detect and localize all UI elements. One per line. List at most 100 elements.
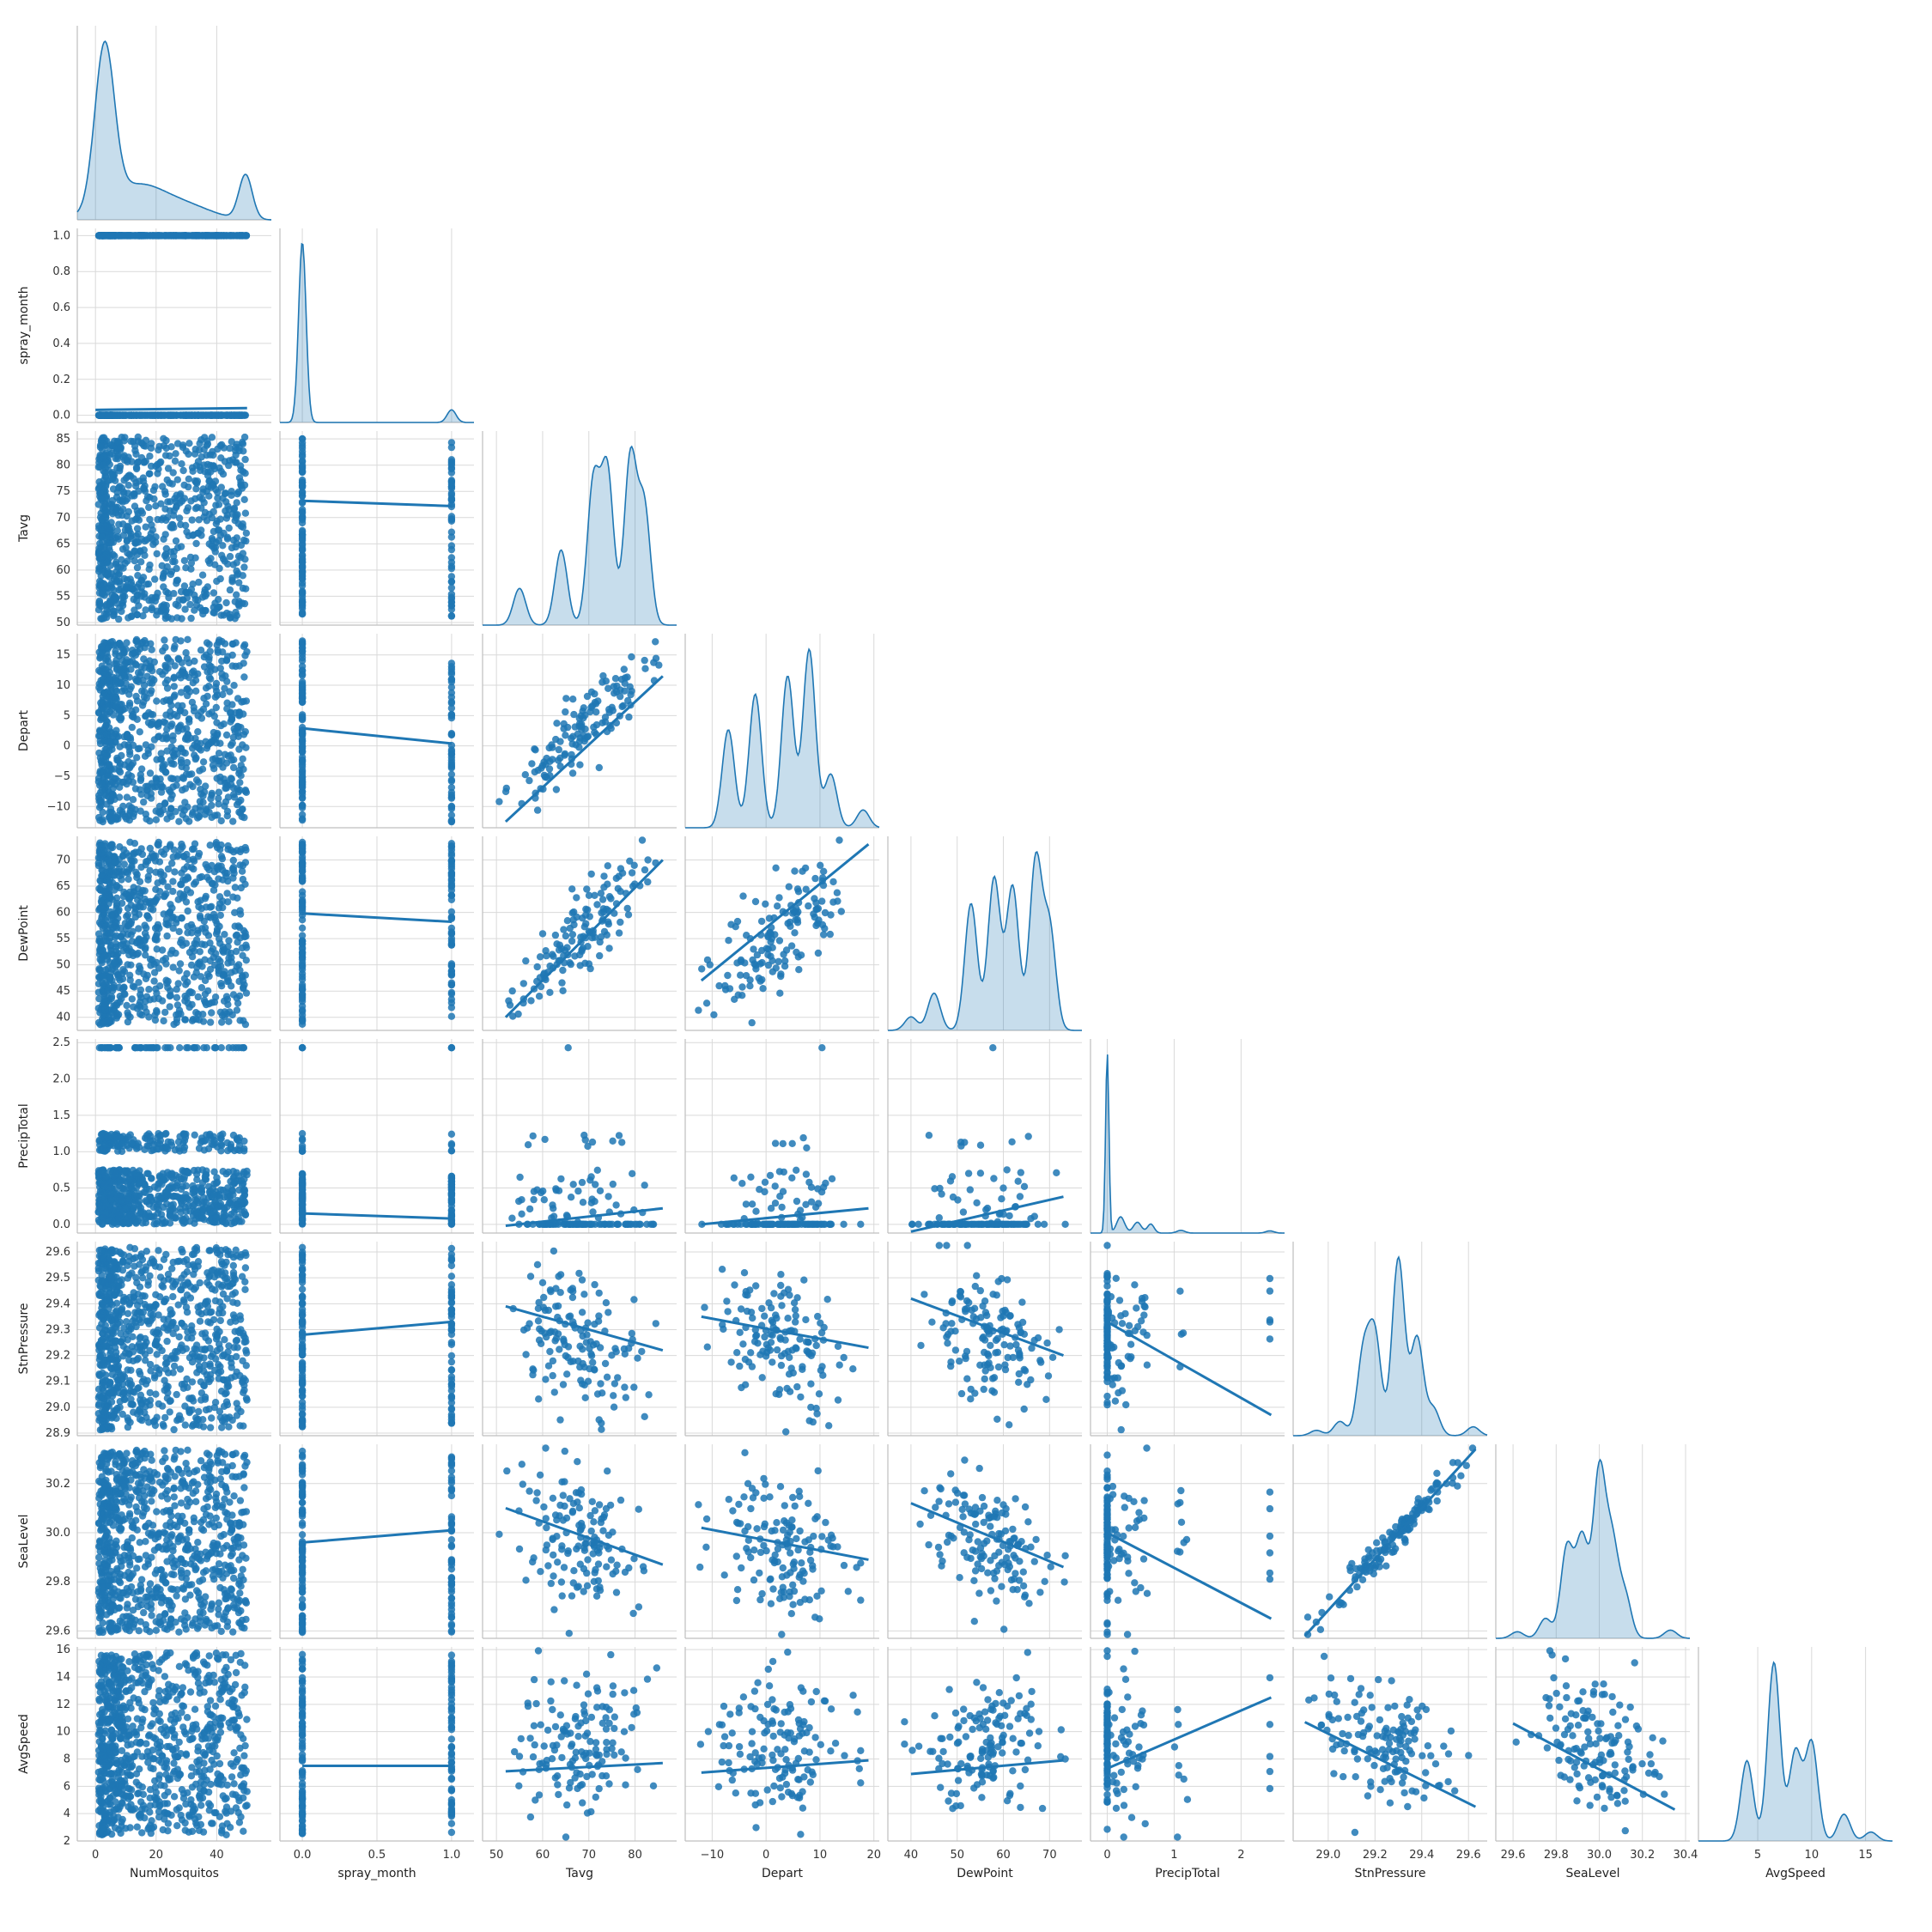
panel-spray_month-vs-NumMosquitos <box>76 228 271 423</box>
scatter-point <box>791 929 799 937</box>
scatter-point <box>122 411 131 419</box>
scatter-point <box>562 695 570 702</box>
scatter-point <box>102 708 111 716</box>
scatter-point <box>560 926 568 933</box>
scatter-point <box>216 739 224 747</box>
scatter-point <box>210 868 218 876</box>
scatter-point <box>155 858 164 866</box>
scatter-point <box>112 702 120 710</box>
scatter-point <box>101 916 110 924</box>
scatter-point <box>204 932 213 939</box>
scatter-point <box>447 675 456 683</box>
scatter-point <box>188 516 196 524</box>
scatter-point <box>137 592 145 600</box>
scatter-point <box>181 785 190 793</box>
scatter-point <box>573 894 580 902</box>
scatter-point <box>774 902 781 910</box>
scatter-point <box>146 769 155 777</box>
scatter-point <box>207 794 215 803</box>
scatter-point <box>168 946 176 955</box>
scatter-point <box>141 551 149 559</box>
scatter-point <box>191 947 198 955</box>
scatter-point <box>142 741 150 749</box>
scatter-point <box>150 899 158 908</box>
scatter-point <box>557 945 566 953</box>
scatter-point <box>207 675 215 683</box>
scatter-points <box>94 232 251 419</box>
scatter-point <box>233 559 240 567</box>
scatter-point <box>133 563 142 572</box>
scatter-point <box>228 781 235 788</box>
scatter-point <box>533 963 541 971</box>
scatter-point <box>104 987 112 995</box>
scatter-point <box>97 716 105 724</box>
scatter-point <box>240 642 248 650</box>
scatter-point <box>100 453 108 460</box>
scatter-point <box>138 702 147 709</box>
scatter-point <box>144 872 152 880</box>
scatter-point <box>572 741 580 749</box>
scatter-point <box>298 898 307 907</box>
scatter-point <box>161 679 169 687</box>
scatter-point <box>98 786 106 794</box>
scatter-point <box>641 665 649 672</box>
scatter-point <box>147 790 155 798</box>
scatter-point <box>104 527 112 535</box>
scatter-point <box>213 843 222 852</box>
scatter-point <box>447 683 456 691</box>
scatter-point <box>95 798 104 805</box>
scatter-point <box>132 532 140 540</box>
scatter-point <box>110 473 118 481</box>
scatter-point <box>142 640 150 647</box>
scatter-point <box>217 232 225 240</box>
scatter-point <box>119 853 127 860</box>
scatter-point <box>225 524 233 532</box>
scatter-point <box>150 977 158 985</box>
scatter-point <box>203 639 211 647</box>
scatter-point <box>101 232 110 240</box>
scatter-point <box>185 450 192 459</box>
scatter-point <box>96 727 104 736</box>
scatter-point <box>197 647 205 654</box>
scatter-point <box>759 985 767 993</box>
scatter-point <box>197 453 205 461</box>
scatter-point <box>162 516 170 525</box>
scatter-point <box>148 675 156 683</box>
scatter-point <box>560 720 568 728</box>
scatter-point <box>149 526 156 534</box>
scatter-point <box>568 931 577 939</box>
scatter-point <box>298 637 307 645</box>
scatter-point <box>447 891 456 900</box>
scatter-point <box>568 885 576 893</box>
scatter-point <box>232 511 240 519</box>
scatter-point <box>536 953 544 961</box>
scatter-point <box>143 536 151 544</box>
scatter-point <box>95 565 103 573</box>
scatter-point <box>519 980 527 987</box>
scatter-point <box>508 987 516 995</box>
scatter-point <box>298 697 307 705</box>
scatter-point <box>152 775 160 782</box>
panel-DewPoint-vs-Tavg <box>482 836 677 1031</box>
scatter-point <box>189 744 197 752</box>
scatter-point <box>178 914 185 922</box>
scatter-point <box>210 998 219 1006</box>
scatter-point <box>125 507 132 516</box>
scatter-point <box>228 574 236 582</box>
scatter-point <box>538 764 545 772</box>
scatter-point <box>192 485 200 493</box>
scatter-point <box>733 917 742 926</box>
scatter-point <box>581 959 589 968</box>
scatter-point <box>225 937 233 945</box>
scatter-point <box>109 693 117 701</box>
scatter-point <box>192 539 200 548</box>
scatter-point <box>230 869 238 878</box>
scatter-point <box>145 986 153 993</box>
scatter-point <box>587 688 596 696</box>
kde-fill <box>685 649 879 828</box>
scatter-point <box>626 683 634 690</box>
scatter-point <box>116 465 124 472</box>
scatter-point <box>226 444 234 453</box>
scatter-point <box>129 796 137 804</box>
panel-NumMosquitos-vs-NumMosquitos <box>76 26 271 221</box>
